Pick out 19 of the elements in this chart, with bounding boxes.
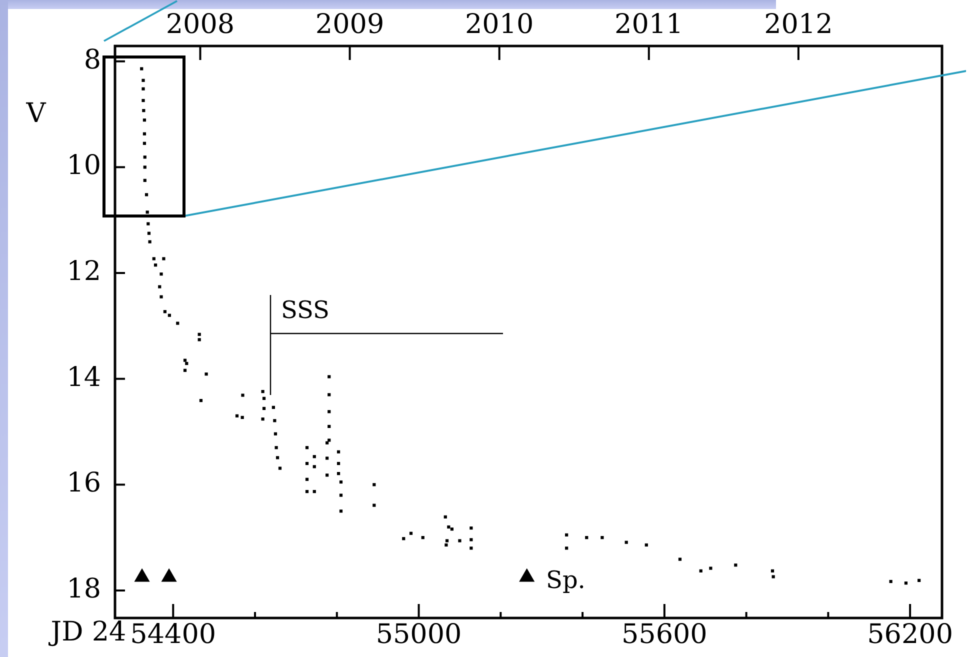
y-tick-label: 16	[66, 468, 101, 499]
x2-tick-label: 2012	[764, 8, 833, 40]
x-axis-title: JD 24	[48, 616, 126, 648]
y-tick-label: 14	[66, 362, 101, 393]
x-tick-label: 56200	[867, 619, 954, 650]
x-tick-label: 54400	[130, 619, 216, 650]
y-axis-title: V	[25, 98, 46, 129]
x2-tick-label: 2011	[614, 8, 684, 40]
x2-tick-label: 2010	[464, 8, 534, 40]
x-tick-label: 55600	[621, 619, 708, 650]
y-tick-label: 8	[84, 44, 101, 76]
y-tick-label: 12	[66, 256, 101, 288]
y-tick-label: 18	[66, 574, 101, 604]
x2-tick-label: 2008	[166, 8, 235, 40]
annotation: Sp.	[546, 566, 586, 594]
y-tick-label: 10	[66, 150, 101, 182]
x2-tick-label: 2009	[315, 8, 384, 40]
annotation: SSS	[281, 296, 330, 324]
x-tick-label: 55000	[376, 619, 462, 650]
